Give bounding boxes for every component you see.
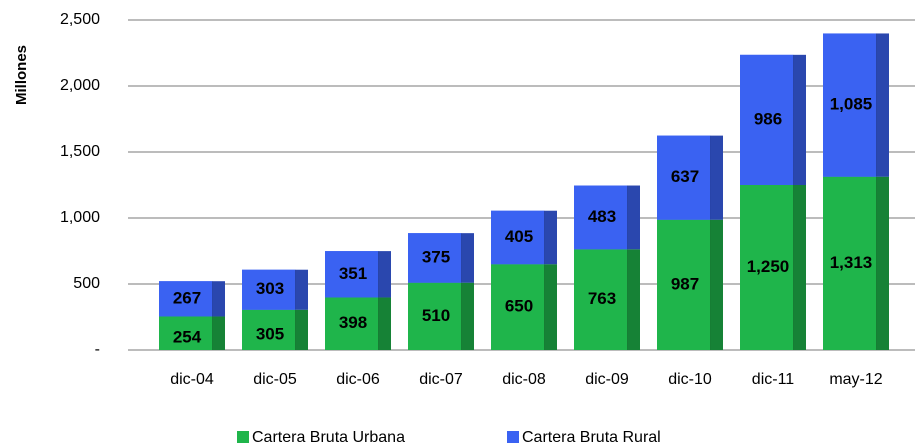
- value-label: 1,085: [830, 95, 873, 114]
- value-label: 405: [505, 227, 533, 246]
- bar-shade: [408, 233, 474, 283]
- bar-shade: [823, 33, 889, 177]
- value-label: 398: [339, 313, 367, 332]
- value-label: 987: [671, 274, 699, 293]
- legend-label: Cartera Bruta Urbana: [252, 429, 405, 446]
- bar-shade: [657, 135, 723, 220]
- bar-shade: [491, 210, 557, 265]
- bar-shade: [574, 249, 640, 350]
- bar-segment: [242, 309, 308, 350]
- x-tick-label: dic-07: [419, 371, 463, 388]
- bar-segment: [491, 210, 557, 265]
- y-tick-label: 2,500: [60, 11, 100, 28]
- bar-segment: [740, 54, 806, 186]
- bar-shade: [159, 281, 225, 317]
- x-tick-label: may-12: [829, 371, 882, 388]
- value-label: 254: [173, 328, 202, 347]
- x-tick-label: dic-06: [336, 371, 380, 388]
- bar-segment: [657, 135, 723, 220]
- value-label: 305: [256, 324, 284, 343]
- bar-segment: [657, 219, 723, 350]
- y-axis-label: Millones: [13, 45, 30, 105]
- bar-segment: [574, 185, 640, 250]
- value-label: 1,313: [830, 253, 873, 272]
- bar-segment: [159, 281, 225, 317]
- bar-shade: [657, 219, 723, 350]
- bar-segment: [242, 269, 308, 310]
- value-label: 351: [339, 264, 367, 283]
- value-label: 483: [588, 207, 616, 226]
- bar-shade: [408, 282, 474, 350]
- y-tick-label: 500: [73, 275, 100, 292]
- bar-shade: [325, 251, 391, 298]
- bar-shade: [242, 269, 308, 310]
- bar-segment: [408, 233, 474, 283]
- legend-label: Cartera Bruta Rural: [522, 429, 661, 446]
- value-label: 637: [671, 167, 699, 186]
- value-label: 303: [256, 279, 284, 298]
- bar-segment: [823, 33, 889, 177]
- value-label: 1,250: [747, 257, 790, 276]
- bar-shade: [491, 264, 557, 350]
- bar-shade: [823, 176, 889, 350]
- bar-segment: [408, 282, 474, 350]
- bar-segment: [491, 264, 557, 350]
- bar-shade: [740, 54, 806, 186]
- value-label: 375: [422, 247, 450, 266]
- value-label: 763: [588, 289, 616, 308]
- value-label: 267: [173, 288, 201, 307]
- bar-segment: [574, 249, 640, 350]
- x-tick-label: dic-05: [253, 371, 297, 388]
- bar-shade: [159, 316, 225, 350]
- bar-shade: [574, 185, 640, 250]
- y-tick-label: -: [95, 341, 100, 358]
- bar-segment: [159, 316, 225, 350]
- x-tick-label: dic-08: [502, 371, 546, 388]
- x-tick-label: dic-04: [170, 371, 214, 388]
- bar-segment: [823, 176, 889, 350]
- bar-shade: [242, 309, 308, 350]
- y-tick-label: 2,000: [60, 77, 100, 94]
- value-label: 986: [754, 109, 782, 128]
- y-tick-label: 1,000: [60, 209, 100, 226]
- y-tick-label: 1,500: [60, 143, 100, 160]
- x-tick-label: dic-10: [668, 371, 712, 388]
- bar-shade: [740, 185, 806, 350]
- bar-segment: [740, 185, 806, 350]
- legend-swatch: [507, 431, 519, 443]
- value-label: 650: [505, 297, 533, 316]
- x-tick-label: dic-09: [585, 371, 629, 388]
- x-tick-label: dic-11: [752, 371, 794, 388]
- value-label: 510: [422, 306, 450, 325]
- bar-shade: [325, 297, 391, 350]
- bar-segment: [325, 297, 391, 350]
- bar-segment: [325, 251, 391, 298]
- legend-swatch: [237, 431, 249, 443]
